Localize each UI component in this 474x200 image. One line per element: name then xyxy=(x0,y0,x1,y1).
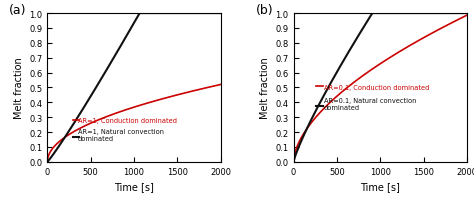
Text: AR=1, Conduction dominated: AR=1, Conduction dominated xyxy=(78,118,177,124)
Text: (a): (a) xyxy=(9,4,27,17)
Text: AR=0.1, Natural convection
dominated: AR=0.1, Natural convection dominated xyxy=(324,98,416,110)
Text: AR=1, Natural convection
dominated: AR=1, Natural convection dominated xyxy=(78,129,164,142)
X-axis label: Time [s]: Time [s] xyxy=(114,181,154,191)
Y-axis label: Melt fraction: Melt fraction xyxy=(260,57,270,119)
Text: (b): (b) xyxy=(255,4,273,17)
Text: AR=0.1, Conduction dominated: AR=0.1, Conduction dominated xyxy=(324,85,429,90)
X-axis label: Time [s]: Time [s] xyxy=(360,181,400,191)
Y-axis label: Melt fraction: Melt fraction xyxy=(14,57,24,119)
